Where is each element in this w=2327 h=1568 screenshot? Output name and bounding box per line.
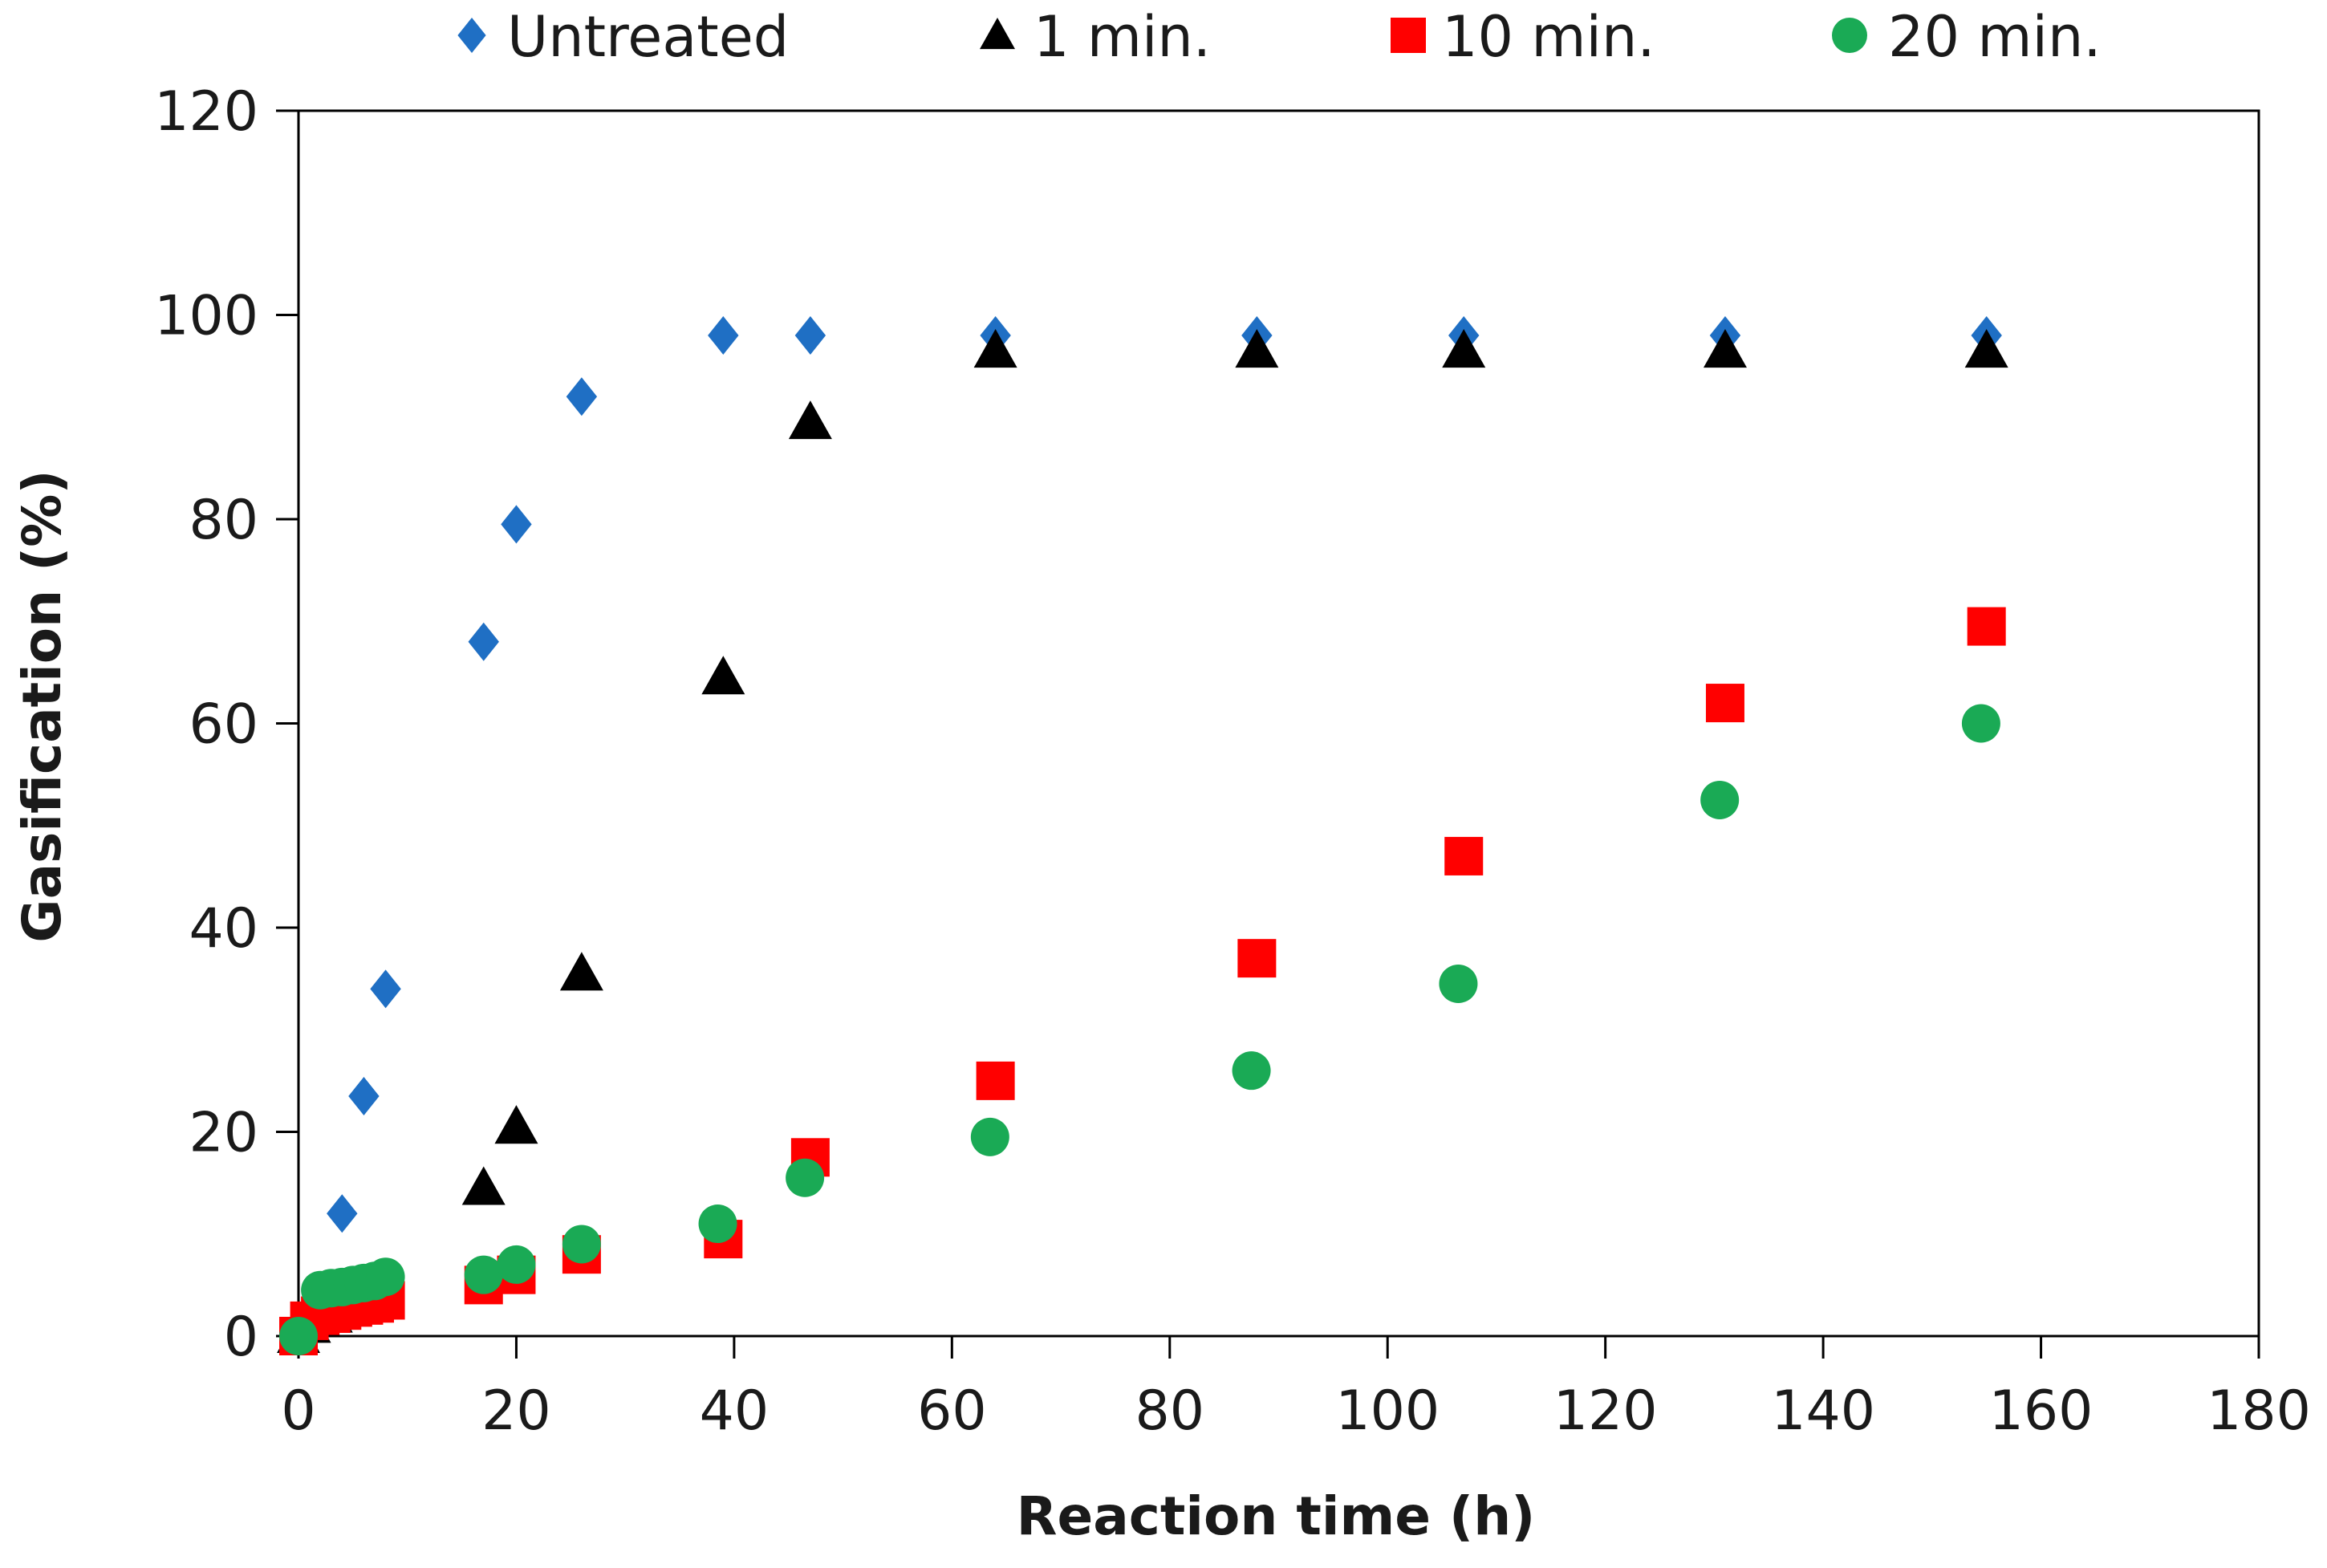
y-tick-label: 20 — [189, 1102, 258, 1165]
x-tick-label: 160 — [1989, 1379, 2093, 1443]
x-tick-label: 60 — [917, 1379, 987, 1443]
data-point — [562, 1225, 601, 1264]
y-tick-label: 60 — [189, 693, 258, 757]
legend-label: 10 min. — [1442, 4, 1655, 70]
data-point — [366, 1257, 405, 1297]
data-point — [464, 1255, 503, 1294]
data-point — [708, 315, 739, 355]
data-point — [1237, 939, 1277, 978]
legend-item: 10 min. — [1391, 4, 1655, 70]
x-tick-label: 40 — [700, 1379, 770, 1443]
chart-legend: Untreated 1 min. 10 min. 20 min. — [457, 4, 2102, 70]
legend-label: 1 min. — [1034, 4, 1211, 70]
data-point — [701, 656, 745, 695]
data-point — [970, 1117, 1009, 1156]
data-point — [973, 329, 1017, 368]
data-point — [348, 1076, 380, 1115]
legend-item: Untreated — [457, 4, 789, 70]
legend-label: 20 min. — [1888, 4, 2102, 70]
y-tick-label: 120 — [154, 80, 258, 144]
x-tick-label: 20 — [481, 1379, 551, 1443]
data-point — [698, 1204, 737, 1244]
data-point — [1442, 329, 1486, 368]
data-point — [976, 1061, 1015, 1100]
data-point — [1967, 607, 2006, 646]
legend-item: 1 min. — [980, 4, 1211, 70]
data-point — [794, 315, 826, 355]
data-point — [468, 622, 499, 661]
legend-marker — [980, 18, 1015, 50]
y-tick-label: 40 — [189, 897, 258, 961]
x-tick-label: 140 — [1771, 1379, 1875, 1443]
y-tick-label: 100 — [154, 285, 258, 348]
data-point — [1439, 964, 1478, 1003]
series-20-min — [279, 704, 2000, 1355]
data-point — [1705, 684, 1744, 723]
data-point — [1444, 836, 1484, 875]
legend-label: Untreated — [507, 4, 789, 70]
data-point — [1700, 780, 1740, 819]
legend-marker — [1391, 18, 1426, 53]
x-tick-label: 120 — [1553, 1379, 1658, 1443]
data-point — [327, 1194, 358, 1233]
chart-axes: 0 20 40 60 80 100 120 0 20 40 60 80 100 120 140 160 180 — [154, 80, 2311, 1443]
x-tick-label: 180 — [2207, 1379, 2311, 1443]
data-point — [786, 1158, 825, 1197]
data-point — [1961, 704, 2000, 743]
data-point — [559, 952, 603, 991]
y-axis-title: Gasification (%) — [11, 469, 73, 942]
chart-marks — [277, 315, 2008, 1355]
y-tick-label: 80 — [189, 489, 258, 552]
data-point — [501, 505, 532, 544]
data-point — [1703, 329, 1747, 368]
x-axis-title: Reaction time (h) — [1017, 1485, 1536, 1547]
data-point — [279, 1317, 318, 1355]
data-point — [497, 1245, 536, 1284]
data-point — [461, 1166, 506, 1205]
legend-item: 20 min. — [1832, 4, 2102, 70]
data-point — [788, 400, 832, 440]
data-point — [1235, 329, 1279, 368]
data-point — [494, 1105, 538, 1144]
y-tick-label: 0 — [224, 1306, 258, 1369]
legend-marker — [1832, 18, 1867, 53]
x-tick-label: 100 — [1335, 1379, 1440, 1443]
legend-marker — [457, 18, 486, 53]
data-point — [1964, 329, 2008, 368]
data-point — [566, 377, 598, 416]
x-tick-label: 0 — [281, 1379, 315, 1443]
x-tick-label: 80 — [1135, 1379, 1205, 1443]
data-point — [370, 969, 401, 1009]
data-point — [1232, 1051, 1271, 1091]
